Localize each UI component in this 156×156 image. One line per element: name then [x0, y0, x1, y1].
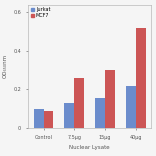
Bar [136, 28, 146, 128]
Legend: Jurkat, MCF7: Jurkat, MCF7 [29, 6, 51, 19]
Y-axis label: OD₆₅₀nm: OD₆₅₀nm [3, 54, 8, 78]
X-axis label: Nuclear Lysate: Nuclear Lysate [69, 145, 110, 150]
Bar [44, 111, 53, 128]
Bar [64, 103, 74, 128]
Bar [34, 109, 44, 128]
Bar [126, 85, 136, 128]
Bar [95, 98, 105, 128]
Bar [74, 78, 84, 128]
Bar [105, 70, 115, 128]
